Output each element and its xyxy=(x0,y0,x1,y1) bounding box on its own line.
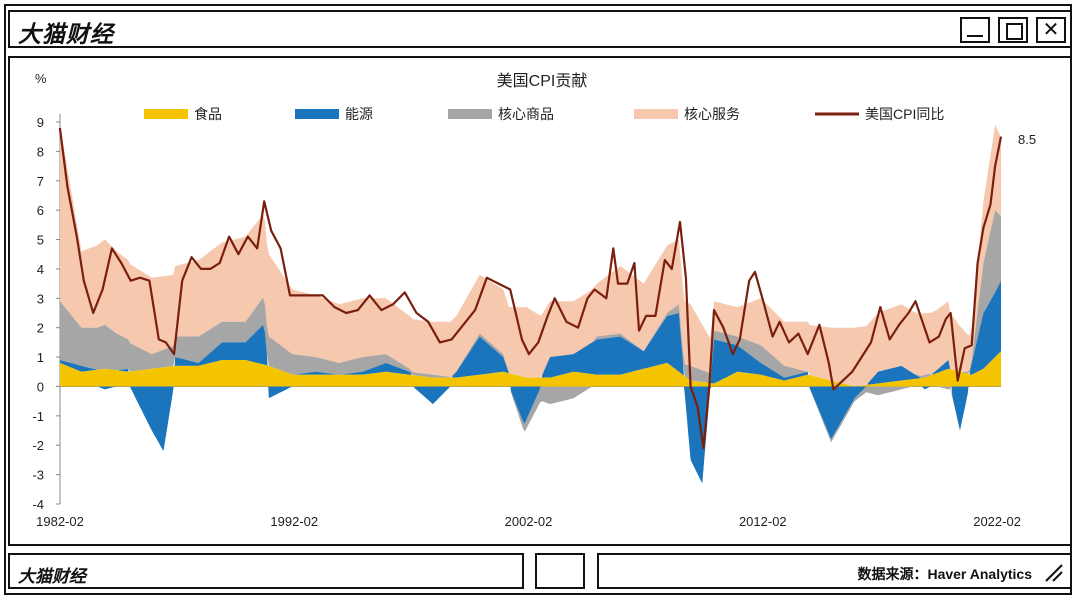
y-tick-label: 9 xyxy=(37,115,44,130)
y-tick-label: -1 xyxy=(32,409,44,424)
area-series-core_services xyxy=(60,125,1001,387)
y-tick-label: 0 xyxy=(37,379,44,394)
title-bar: 大猫财经 ✕ xyxy=(8,10,1072,48)
footer-source-box: 数据来源：Haver Analytics xyxy=(597,553,1072,589)
legend-swatch-core_services xyxy=(634,109,678,119)
y-tick-label: 7 xyxy=(37,174,44,189)
x-tick-label: 2022-02 xyxy=(973,514,1021,529)
x-tick-label: 2002-02 xyxy=(505,514,553,529)
y-tick-label: 5 xyxy=(37,233,44,248)
chart-title: 美国CPI贡献 xyxy=(497,72,588,90)
legend-label-food: 食品 xyxy=(194,106,222,122)
chart-legend: 食品 能源 核心商品 核心服务 美国CPI同比 xyxy=(144,106,944,122)
legend-swatch-core_goods xyxy=(448,109,492,119)
y-tick-label: 6 xyxy=(37,203,44,218)
resize-grip-icon[interactable] xyxy=(1042,561,1064,583)
y-tick-label: 2 xyxy=(37,321,44,336)
area-series-food xyxy=(60,351,1001,387)
footer-source: 数据来源：Haver Analytics xyxy=(857,566,1032,582)
footer-blank-box xyxy=(535,553,585,589)
stacked-area-layer xyxy=(60,125,1001,484)
y-axis-unit-label: % xyxy=(35,71,47,86)
y-tick-label: 1 xyxy=(37,350,44,365)
legend-label-core_goods: 核心商品 xyxy=(498,106,554,122)
x-tick-label: 2012-02 xyxy=(739,514,787,529)
axis-tick-labels: -4 -3 -2 -1 0 1 2 3 4 5 6 7 8 9 1982-02 1992-02 2002-02 2… xyxy=(32,115,1021,529)
cpi-yoy-line xyxy=(58,127,1003,450)
y-tick-label: -4 xyxy=(32,497,44,512)
x-tick-label: 1982-02 xyxy=(36,514,84,529)
window-title: 大猫财经 xyxy=(18,21,114,47)
cpi-line-layer xyxy=(58,127,1003,450)
y-tick-label: -2 xyxy=(32,438,44,453)
minimize-button[interactable] xyxy=(960,17,990,43)
y-tick-label: -3 xyxy=(32,468,44,483)
maximize-button[interactable] xyxy=(998,17,1028,43)
legend-label-energy: 能源 xyxy=(345,106,373,122)
legend-swatch-food xyxy=(144,109,188,119)
y-tick-label: 4 xyxy=(37,262,44,277)
footer-brand-box: 大猫财经 xyxy=(8,553,524,589)
legend-label-cpi: 美国CPI同比 xyxy=(865,106,944,122)
latest-value-label: 8.5 xyxy=(1018,132,1036,147)
x-tick-label: 1992-02 xyxy=(270,514,318,529)
legend-label-core_services: 核心服务 xyxy=(684,106,740,122)
area-series-core_goods xyxy=(60,210,1001,443)
close-button[interactable]: ✕ xyxy=(1036,17,1066,43)
close-icon: ✕ xyxy=(1042,19,1060,41)
footer-brand: 大猫财经 xyxy=(18,567,86,586)
y-tick-label: 8 xyxy=(37,144,44,159)
cpi-contribution-chart: 美国CPI贡献 % 食品 能源 核心商品 核心服务 美国CPI同比 -4 -3 -2 -1 0 1… xyxy=(32,71,1036,529)
legend-swatch-energy xyxy=(295,109,339,119)
y-tick-label: 3 xyxy=(37,291,44,306)
chart-panel: 美国CPI贡献 % 食品 能源 核心商品 核心服务 美国CPI同比 -4 -3 -2 -1 0 1… xyxy=(8,56,1072,546)
